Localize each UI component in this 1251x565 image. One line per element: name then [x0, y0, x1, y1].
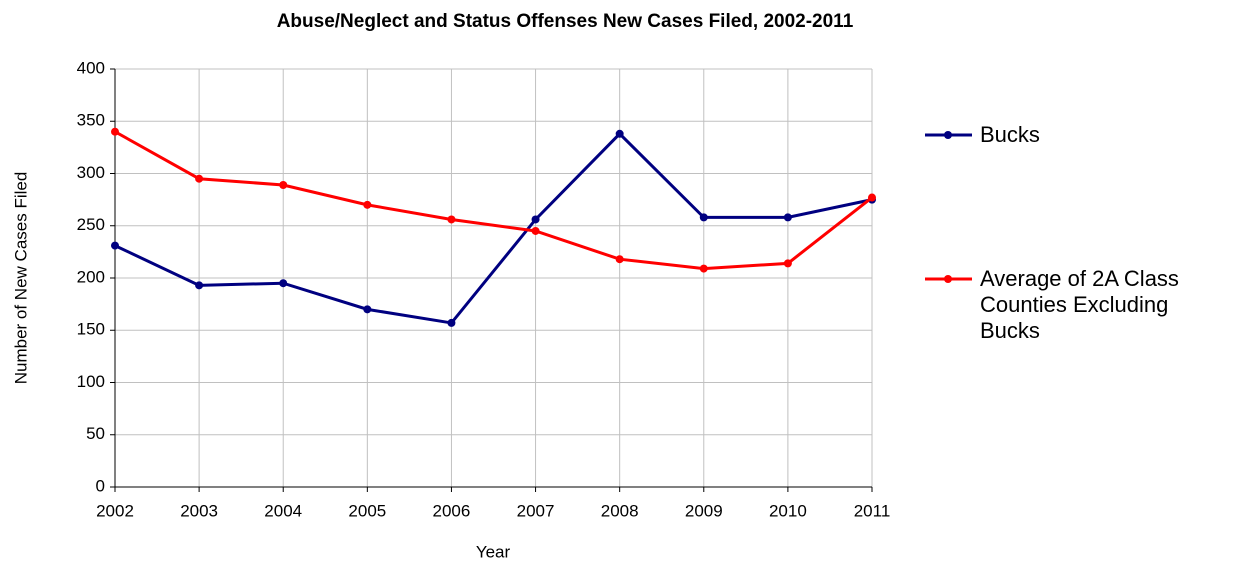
- y-tick-label: 400: [77, 58, 105, 77]
- data-point: [531, 215, 540, 224]
- data-point: [279, 180, 288, 189]
- series-line: [114, 130, 873, 271]
- x-tick-label: 2011: [854, 501, 891, 520]
- x-tick-label: 2008: [601, 501, 639, 520]
- y-tick-label: 250: [77, 215, 105, 234]
- data-point: [279, 279, 288, 288]
- y-tick-label: 150: [77, 320, 105, 339]
- x-axis-label: Year: [476, 542, 511, 561]
- x-tick-label: 2004: [264, 501, 302, 520]
- y-axis-label: Number of New Cases Filed: [11, 172, 30, 385]
- data-point: [615, 129, 624, 138]
- data-point: [195, 174, 204, 183]
- y-tick-label: 300: [77, 163, 105, 182]
- data-point: [111, 127, 119, 136]
- data-point: [363, 305, 372, 314]
- data-point: [111, 241, 119, 250]
- data-point: [447, 318, 456, 327]
- legend-label: Average of 2A Class Counties Excluding B…: [980, 266, 1179, 343]
- data-point: [783, 259, 792, 268]
- x-tick-label: 2010: [769, 501, 807, 520]
- y-tick-label: 100: [77, 372, 105, 391]
- y-tick-label: 200: [77, 267, 105, 286]
- x-tick-label: 2003: [180, 501, 218, 520]
- data-point: [699, 213, 708, 222]
- data-point: [615, 255, 624, 264]
- data-point: [868, 193, 876, 202]
- data-point: [531, 226, 540, 235]
- y-tick-label: 0: [96, 476, 105, 495]
- y-tick-label: 50: [86, 424, 105, 443]
- data-point: [699, 264, 708, 273]
- data-point: [363, 200, 372, 209]
- x-tick-label: 2009: [685, 501, 723, 520]
- x-tick-label: 2006: [433, 501, 471, 520]
- chart-title: Abuse/Neglect and Status Offenses New Ca…: [277, 11, 854, 32]
- legend-marker: [944, 131, 952, 139]
- data-point: [447, 215, 456, 224]
- series-line: [114, 131, 873, 325]
- x-tick-label: 2007: [517, 501, 555, 520]
- x-tick-label: 2002: [96, 501, 134, 520]
- y-tick-label: 350: [77, 111, 105, 130]
- data-point: [195, 281, 204, 290]
- legend-marker: [944, 275, 952, 283]
- legend-label: Bucks: [980, 122, 1040, 147]
- data-point: [783, 213, 792, 222]
- x-tick-label: 2005: [348, 501, 386, 520]
